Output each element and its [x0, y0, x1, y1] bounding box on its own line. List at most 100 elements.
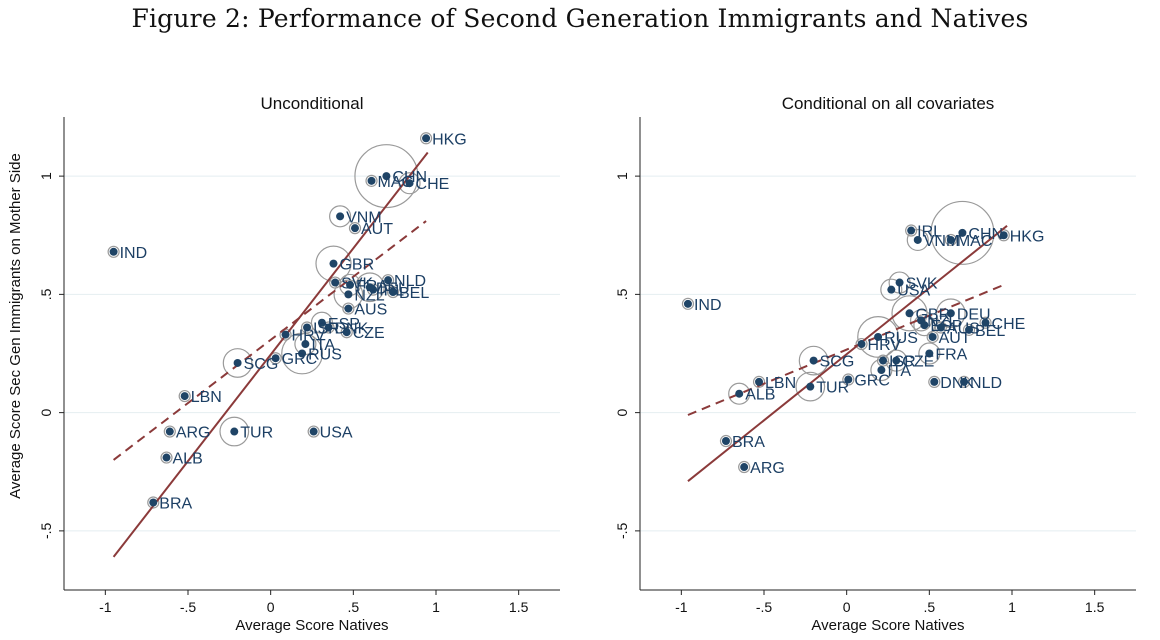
point-label-hkg: HKG — [1010, 228, 1045, 245]
data-point-ind — [683, 299, 692, 308]
weight-bubble — [342, 302, 355, 315]
fit-line-solid — [112, 151, 429, 558]
data-point-lbn — [180, 392, 189, 401]
point-label-vnm: VNM — [346, 209, 382, 226]
x-tick-label: 1.5 — [509, 599, 529, 615]
point-label-bel: BEL — [975, 323, 1005, 340]
data-point-usa — [887, 285, 896, 294]
point-label-hkg: HKG — [432, 131, 467, 148]
point-label-deu: DEU — [957, 306, 991, 323]
data-point-scg — [809, 356, 818, 365]
weight-bubble — [913, 314, 936, 337]
point-label-bel: BEL — [399, 285, 429, 302]
weight-bubble — [681, 297, 695, 310]
point-label-hrv: HRV — [868, 337, 902, 354]
weight-bubble — [269, 352, 282, 365]
data-point-fra — [346, 280, 355, 289]
data-point-rus — [298, 349, 307, 358]
point-label-arg: ARG — [176, 425, 211, 442]
point-label-lbn: LBN — [191, 389, 222, 406]
weight-bubble — [752, 375, 766, 388]
weight-bubble — [419, 132, 433, 145]
x-tick-label: -.5 — [180, 599, 197, 615]
data-point-bra — [721, 437, 730, 446]
point-label-scg: SCG — [820, 354, 855, 371]
data-point-mac — [367, 176, 376, 185]
weight-bubble — [798, 345, 829, 376]
data-point-ind — [109, 247, 118, 256]
x-tick-label: 0 — [843, 599, 851, 615]
weight-bubble — [728, 382, 751, 405]
data-point-che — [981, 318, 990, 327]
point-label-lbn: LBN — [765, 375, 796, 392]
data-point-isr — [303, 323, 312, 332]
weight-bubble — [307, 425, 320, 438]
data-point-grc — [271, 354, 280, 363]
point-label-usa: USA — [897, 283, 930, 300]
weight-bubble — [219, 416, 250, 447]
data-point-cze — [892, 356, 901, 365]
weight-bubble — [918, 342, 941, 365]
data-point-nzl — [344, 290, 353, 299]
point-label-grc: GRC — [854, 373, 890, 390]
fit-line-solid — [687, 225, 1008, 482]
y-tick-label: 1 — [38, 172, 54, 180]
data-point-fra — [925, 349, 934, 358]
weight-bubble — [160, 451, 173, 464]
point-label-hrv: HRV — [292, 328, 326, 345]
data-point-irl — [907, 226, 916, 235]
weight-bubble — [322, 321, 335, 334]
panel-title: Conditional on all covariates — [782, 94, 995, 113]
point-label-alb: ALB — [173, 451, 203, 468]
data-point-aut — [350, 224, 359, 233]
data-point-vnm — [913, 235, 922, 244]
y-tick-label: 1 — [614, 172, 630, 180]
x-tick-label: 1 — [432, 599, 440, 615]
point-label-nzl: NZL — [354, 287, 384, 304]
point-label-scg: SCG — [244, 356, 279, 373]
point-label-gbr: GBR — [339, 257, 374, 274]
fit-line-dashed — [687, 283, 1005, 416]
point-label-aus: AUS — [947, 320, 980, 337]
weight-bubble — [386, 285, 400, 299]
point-label-fra: FRA — [935, 347, 967, 364]
x-tick-label: -1 — [675, 599, 688, 615]
data-point-aus — [344, 304, 353, 313]
data-point-tur — [806, 382, 815, 391]
point-label-rus: RUS — [308, 347, 342, 364]
data-point-nld — [384, 276, 393, 285]
data-point-irl — [369, 285, 378, 294]
chart-panel-2: -.5 0 .5 1 -1 -.5 0 .5 1 1.5 Conditional on all co… — [614, 94, 1136, 634]
chart-panel-1: -.5 0 .5 1 -1 -.5 0 .5 1 1.5 Unconditional Average … — [38, 94, 560, 634]
weight-bubble — [979, 316, 992, 329]
data-point-chn — [958, 228, 967, 237]
point-label-usa: USA — [320, 425, 353, 442]
y-tick-label: .5 — [38, 288, 54, 300]
weight-bubble — [906, 228, 929, 252]
weight-bubble — [934, 321, 948, 334]
x-tick-label: 1 — [1008, 599, 1016, 615]
data-point-lbn — [755, 377, 764, 386]
data-point-esp — [920, 321, 929, 330]
point-label-bra: BRA — [732, 434, 765, 451]
weight-bubble — [329, 205, 352, 228]
point-label-grc: GRC — [282, 351, 318, 368]
y-tick-label: -.5 — [614, 522, 630, 539]
data-point-nld — [960, 377, 969, 386]
weight-bubble — [107, 245, 120, 258]
data-point-bel — [965, 325, 974, 334]
x-tick-label: .5 — [923, 599, 935, 615]
x-tick-label: .5 — [347, 599, 359, 615]
weight-bubble — [398, 172, 421, 195]
point-label-aut: AUT — [361, 221, 393, 238]
data-point-deu — [946, 309, 955, 318]
y-tick-label: 0 — [38, 409, 54, 417]
point-label-esp: ESP — [328, 316, 360, 333]
point-label-svk: SVK — [906, 276, 938, 293]
data-point-aut — [928, 332, 937, 341]
y-tick-label: 0 — [614, 409, 630, 417]
x-tick-label: -1 — [99, 599, 112, 615]
data-point-hkg — [999, 231, 1008, 240]
weight-bubble — [957, 375, 971, 388]
data-point-dnk — [324, 323, 333, 332]
